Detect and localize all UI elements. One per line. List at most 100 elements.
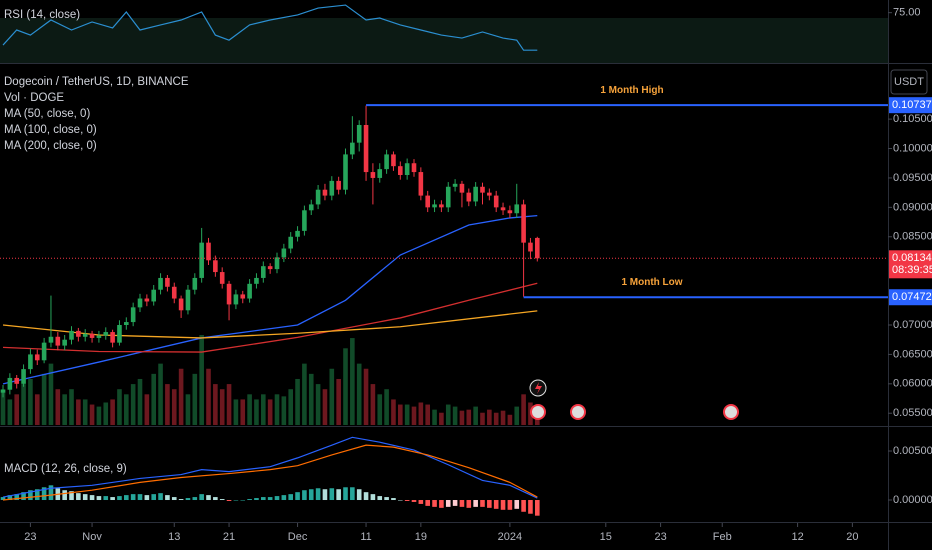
histogram-bar [48, 485, 54, 501]
currency-label[interactable]: USDT [894, 76, 924, 88]
histogram-bar [226, 500, 232, 501]
candle-body [55, 336, 61, 346]
histogram-bar [14, 494, 20, 501]
macd-line [2, 436, 538, 499]
x-tick-label: 20 [846, 531, 858, 543]
volume-bar [350, 338, 355, 425]
candle-body [62, 339, 67, 346]
histogram-bar [261, 497, 266, 501]
histogram-bar [487, 500, 492, 508]
event-flag[interactable] [723, 404, 739, 420]
histogram-bar [185, 498, 191, 501]
moving-average [2, 214, 538, 385]
volume-bar [507, 414, 513, 425]
candle-body [69, 330, 74, 340]
candle-body [452, 183, 458, 187]
y-tick-label: 0.00500 [893, 445, 932, 457]
candle-body [89, 333, 95, 338]
event-icons [529, 379, 739, 420]
histogram-bar [21, 492, 26, 501]
candle-body [356, 125, 362, 143]
x-tick-label: Dec [288, 531, 308, 543]
volume-bar [500, 410, 506, 425]
histogram-bar [432, 500, 437, 507]
volume-bar [62, 394, 67, 425]
x-tick-label: 12 [791, 531, 803, 543]
event-flag[interactable] [570, 404, 586, 420]
volume-bar [370, 384, 376, 425]
histogram-bar [384, 497, 389, 501]
volume-bar [48, 363, 54, 425]
histogram-bar [459, 500, 465, 507]
histogram-bar [377, 496, 383, 501]
volume-bar [322, 389, 328, 425]
rsi-line [2, 4, 538, 51]
candle-body [432, 204, 437, 208]
volume-bar [130, 384, 136, 425]
candle-body [254, 277, 259, 284]
candle-body [124, 322, 129, 325]
volume-bar [171, 389, 177, 425]
event-flag[interactable] [530, 404, 546, 420]
x-tick-label: 23 [654, 531, 666, 543]
candle-body [274, 257, 280, 270]
candle-body [7, 377, 13, 390]
volume-bar [534, 416, 540, 425]
volume-bar [7, 399, 13, 425]
volume-bar [356, 363, 362, 425]
rsi-band [0, 18, 888, 63]
histogram-bar [493, 500, 499, 509]
y-tick-label: 0.09000 [893, 201, 932, 213]
volume-bar [411, 406, 417, 425]
candle-body [528, 242, 533, 252]
volume-bar [459, 410, 465, 425]
candle-body [370, 172, 376, 178]
volume-bar [315, 384, 321, 425]
histogram-bar [192, 497, 198, 501]
candle-body [514, 204, 520, 214]
volume-bar [124, 394, 129, 425]
histogram-bar [103, 496, 109, 501]
histogram-bar [247, 499, 252, 501]
histogram-bar [336, 489, 341, 501]
candle-body [82, 333, 88, 337]
candle-body [425, 195, 430, 208]
candle-body [213, 260, 218, 273]
last-price-tag [889, 250, 932, 279]
candle-body [493, 195, 499, 208]
candle-body [199, 242, 204, 278]
candle-body [41, 342, 47, 361]
plot-layer: 0.05500 0.06000 0.06500 0.07000 0.08500 0.090… [0, 4, 932, 543]
candle-body [103, 332, 109, 336]
currency-button[interactable] [890, 69, 928, 95]
volume-bar [178, 368, 184, 425]
candle-body [445, 186, 451, 208]
volume-bar [96, 406, 102, 425]
volume-bar [295, 378, 300, 425]
level-label: 1 Month Low [621, 277, 682, 288]
histogram-bar [445, 500, 451, 507]
level-tag-label: 0.10737 [892, 99, 932, 111]
x-tick-label: 11 [360, 531, 371, 543]
candle-body [171, 286, 177, 299]
level-tag [889, 289, 932, 306]
histogram-bar [308, 489, 314, 501]
candle-body [418, 172, 424, 196]
volume-bar [418, 402, 424, 425]
ma-legend: MA (100, close, 0) [4, 124, 97, 136]
histogram-bar [41, 487, 47, 501]
y-tick-label: 0.10000 [893, 142, 932, 154]
volume-bar [103, 402, 109, 425]
candle-body [480, 186, 485, 193]
ma-legend: MA (200, close, 0) [4, 140, 97, 152]
candle-body [178, 298, 184, 311]
x-tick-label: Feb [713, 531, 732, 543]
y-tick-label: 0.06500 [893, 348, 932, 360]
candle-body [206, 242, 211, 261]
histogram-bar [89, 495, 95, 501]
candle-body [0, 389, 6, 393]
y-tick-label: 0.09500 [893, 172, 932, 184]
volume-bar [343, 348, 348, 425]
y-tick-label: 0.06000 [893, 378, 932, 390]
